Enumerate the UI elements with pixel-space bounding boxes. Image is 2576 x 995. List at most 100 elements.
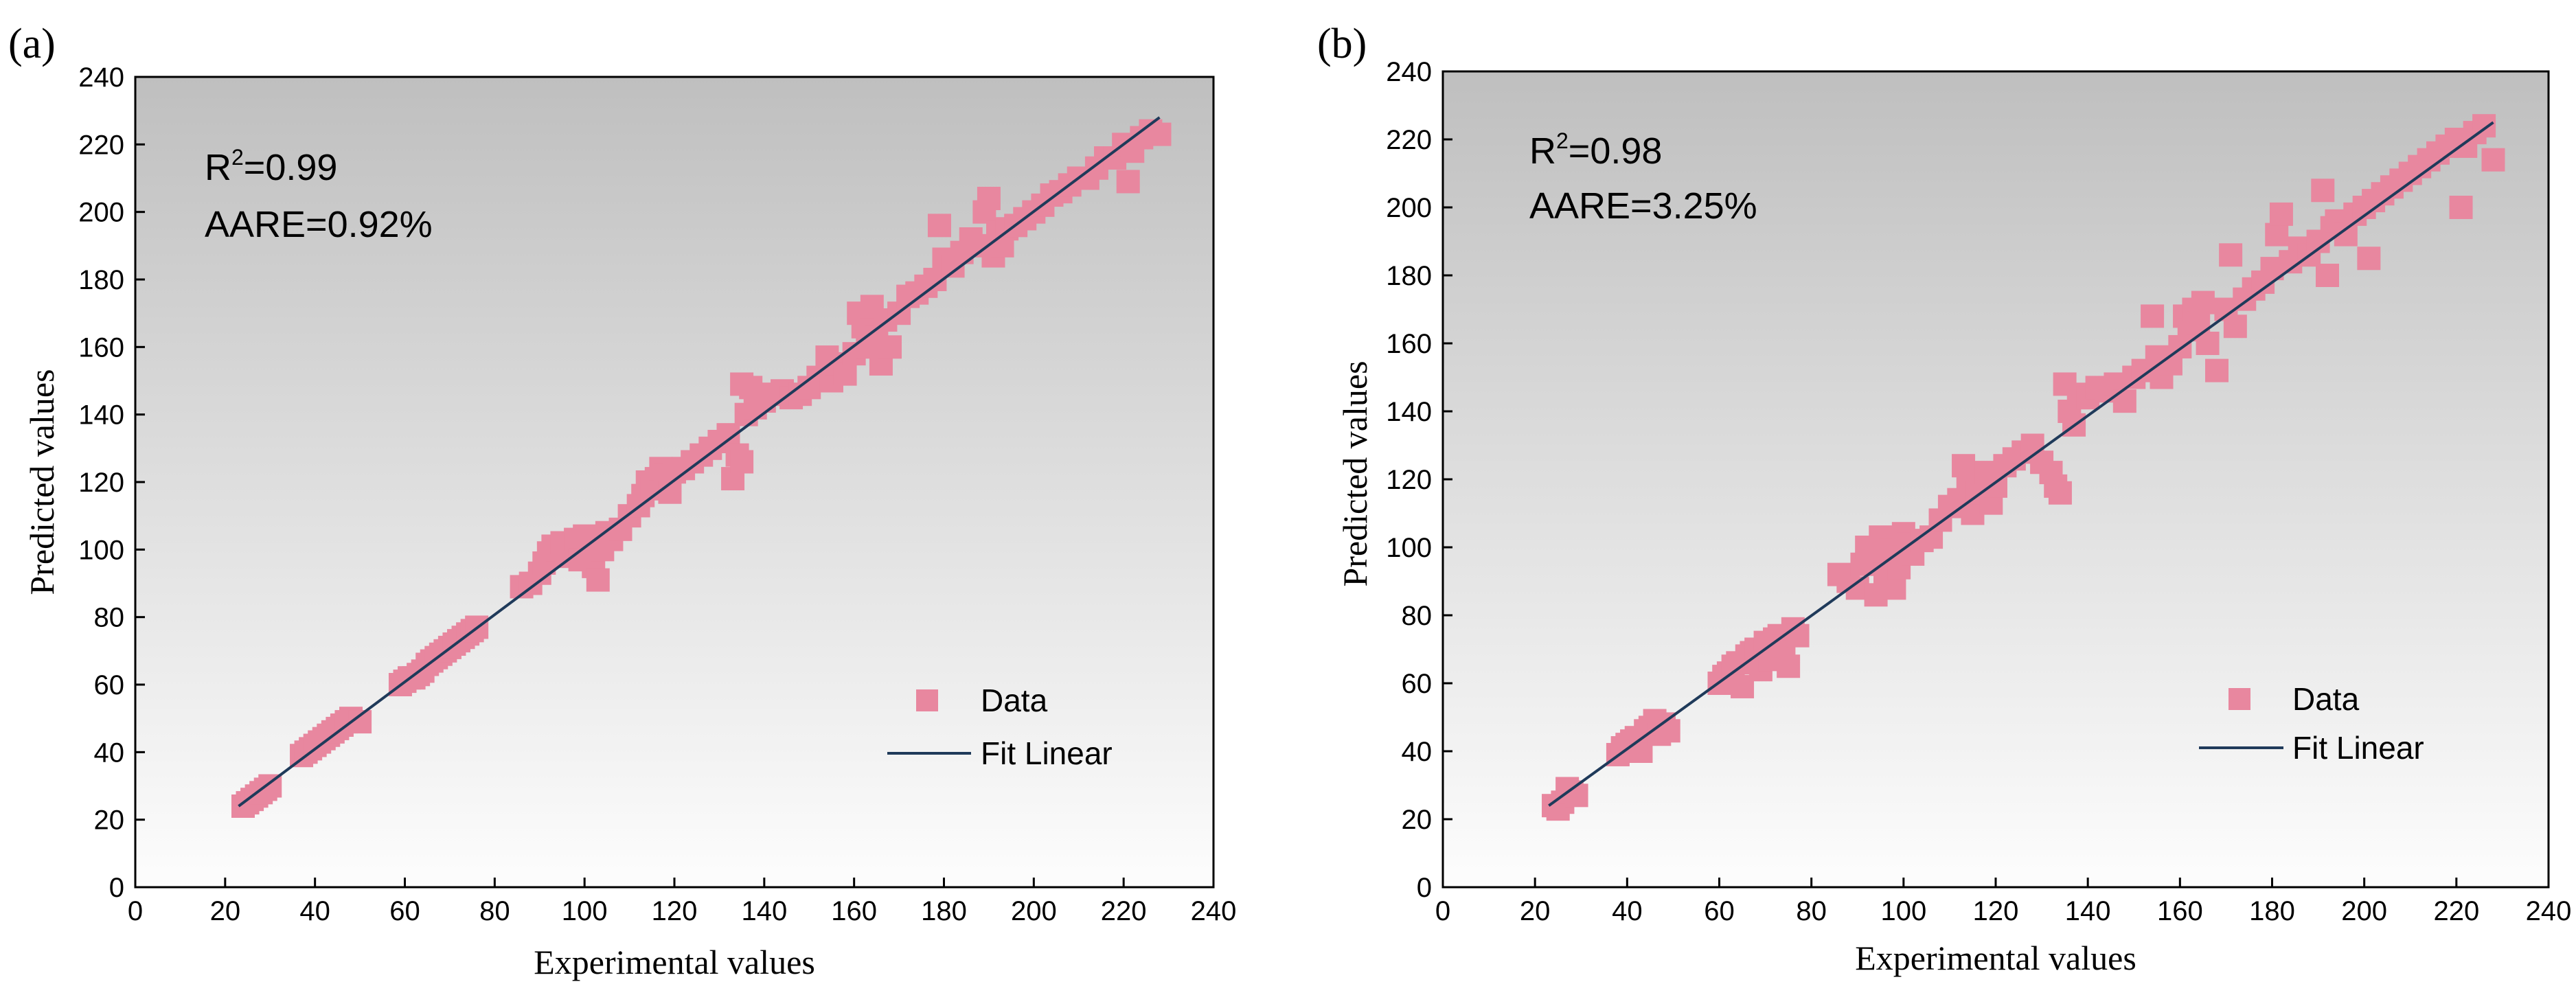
y-tick-label: 220	[78, 130, 124, 160]
data-point	[878, 335, 902, 359]
y-tick-label: 140	[1386, 397, 1432, 427]
data-point	[2311, 179, 2335, 203]
data-point	[2269, 202, 2293, 226]
y-tick-label: 40	[1402, 737, 1433, 767]
data-point	[1882, 576, 1906, 600]
aare-annotation-b: AARE=3.25%	[1529, 185, 1757, 227]
fit-linear-line	[1548, 121, 2494, 807]
y-tick-label: 100	[1386, 533, 1432, 563]
x-axis-title-a: Experimental values	[534, 943, 815, 981]
legend-marker-data-a	[916, 689, 938, 711]
x-tick-label: 200	[2341, 896, 2387, 926]
data-point	[1116, 170, 1140, 194]
y-tick-label: 220	[1386, 125, 1432, 155]
x-tick-label: 220	[2433, 896, 2479, 926]
x-tick-label: 240	[2526, 896, 2572, 926]
data-point	[2316, 264, 2339, 287]
aare-annotation-a: AARE=0.92%	[205, 204, 433, 245]
data-point	[2112, 389, 2136, 413]
legend-marker-data-b	[2229, 688, 2250, 710]
y-tick-label: 180	[78, 265, 124, 295]
r2-base-b: R	[1529, 130, 1556, 172]
y-tick-label: 40	[94, 737, 125, 768]
x-tick-label: 220	[1101, 896, 1147, 926]
data-point	[2357, 247, 2381, 271]
data-point	[2481, 148, 2505, 172]
x-tick-label: 0	[128, 896, 143, 926]
y-tick-label: 240	[1386, 57, 1432, 87]
data-point	[1656, 719, 1680, 743]
x-tick-label: 60	[1704, 896, 1735, 926]
data-point	[1786, 624, 1810, 648]
panel-label-a: (a)	[8, 21, 56, 67]
fit-line-b	[1548, 121, 2494, 807]
panel-label-b: (b)	[1317, 21, 1367, 67]
data-point	[1564, 784, 1588, 808]
legend-label-data-b: Data	[2292, 681, 2360, 717]
data-point	[977, 187, 1001, 210]
x-tick-label: 200	[1011, 896, 1057, 926]
y-ticks-a: 0 20 40 60 80 100 120 140 160 180 200 220 240	[78, 62, 145, 903]
data-point	[1777, 654, 1801, 678]
x-tick-label: 40	[299, 896, 330, 926]
y-tick-label: 200	[1386, 193, 1432, 223]
x-ticks-b: 0 20 40 60 80 100 120 140 160 180 200 220 240	[1435, 878, 2572, 926]
x-tick-label: 240	[1191, 896, 1237, 926]
x-tick-label: 120	[1973, 896, 2019, 926]
data-point	[2219, 243, 2243, 267]
y-tick-label: 140	[78, 400, 124, 431]
data-markers-a	[231, 119, 1172, 818]
y-tick-label: 100	[78, 535, 124, 565]
y-tick-label: 160	[78, 332, 124, 363]
y-tick-label: 200	[78, 198, 124, 228]
y-tick-label: 0	[1417, 873, 1432, 903]
y-tick-label: 0	[109, 873, 124, 903]
data-point	[927, 214, 951, 238]
x-tick-label: 120	[652, 896, 698, 926]
data-markers-b	[1542, 114, 2505, 821]
r2-annotation-b: R2=0.98	[1529, 128, 1662, 172]
x-tick-label: 100	[562, 896, 608, 926]
y-axis-title-a: Predicted values	[23, 369, 61, 595]
y-tick-label: 120	[78, 468, 124, 498]
x-tick-label: 80	[1796, 896, 1827, 926]
r2-sup-b: 2	[1556, 128, 1569, 153]
x-tick-label: 20	[210, 896, 241, 926]
y-tick-label: 160	[1386, 329, 1432, 359]
data-point	[2449, 196, 2473, 219]
chart-panel-a: (a) 0 20 40 60 80 100 120 140 160 180 200 220 240 02…	[8, 21, 1236, 981]
x-tick-label: 40	[1612, 896, 1643, 926]
y-tick-label: 20	[1402, 805, 1433, 835]
legend-label-fit-a: Fit Linear	[981, 735, 1113, 771]
x-tick-label: 80	[479, 896, 510, 926]
x-tick-label: 180	[921, 896, 967, 926]
x-axis-title-b: Experimental values	[1855, 939, 2136, 977]
x-tick-label: 0	[1435, 896, 1450, 926]
x-tick-label: 20	[1520, 896, 1551, 926]
r2-annotation-a: R2=0.99	[205, 145, 337, 188]
x-tick-label: 60	[389, 896, 420, 926]
y-tick-label: 120	[1386, 465, 1432, 495]
data-point	[2205, 358, 2229, 382]
y-tick-label: 20	[94, 805, 125, 836]
r2-sup-a: 2	[231, 145, 244, 170]
y-tick-label: 60	[94, 670, 125, 700]
data-point	[833, 362, 857, 386]
data-point	[2223, 314, 2247, 339]
chart-panel-b: (b) 0 20 40 60 80 100 120 140 160 180 200 220 240 02…	[1317, 21, 2571, 977]
y-tick-label: 80	[1402, 601, 1433, 631]
r2-value-a: =0.99	[244, 147, 338, 188]
y-tick-label: 240	[78, 62, 124, 93]
legend-label-fit-b: Fit Linear	[2292, 730, 2424, 766]
data-point	[730, 450, 754, 474]
r2-base-a: R	[205, 147, 231, 188]
x-ticks-a: 0 20 40 60 80 100 120 140 160 180 200 220 240	[128, 878, 1237, 926]
data-point	[1148, 122, 1172, 146]
data-point	[2191, 290, 2215, 314]
x-tick-label: 140	[741, 896, 787, 926]
data-point	[2141, 304, 2165, 328]
y-tick-label: 180	[1386, 261, 1432, 291]
x-tick-label: 160	[2157, 896, 2203, 926]
x-tick-label: 140	[2065, 896, 2111, 926]
